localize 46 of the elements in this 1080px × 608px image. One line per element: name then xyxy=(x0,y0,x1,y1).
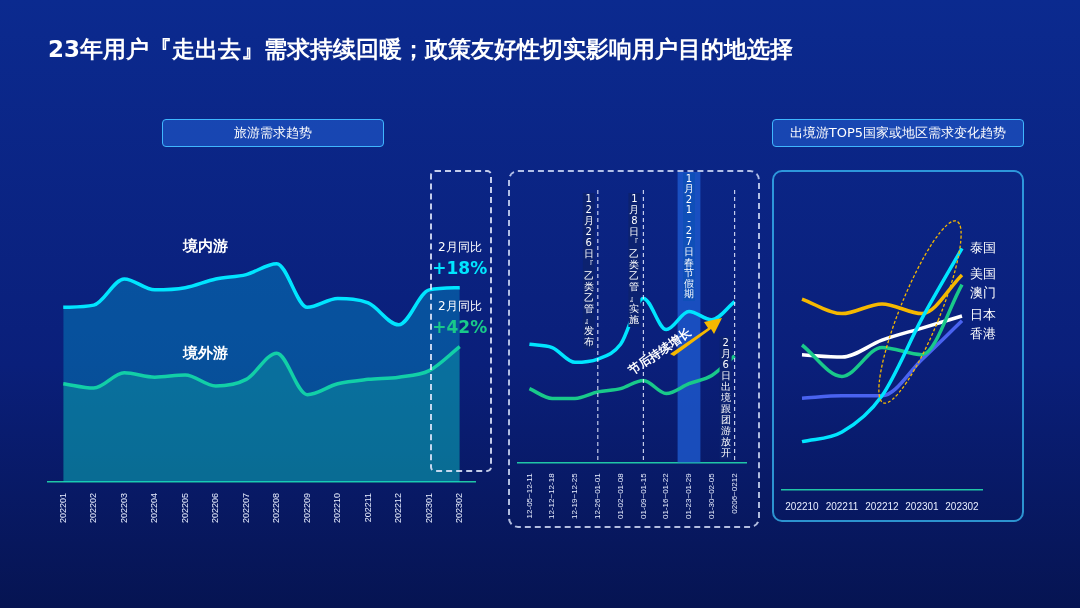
text: 12月26日『乙类乙管』发布 xyxy=(583,193,594,348)
x-tick-label: 202302 xyxy=(945,500,980,512)
x-tick-label: 202211 xyxy=(362,492,373,523)
x-tick-label: 12-12~12-18 xyxy=(547,472,557,519)
series-label: 澳门 xyxy=(970,285,996,301)
x-tick-label: 01-02~01-08 xyxy=(615,472,625,519)
x-tick-label: 202202 xyxy=(88,492,99,524)
chart-title: 出境游TOP5国家或地区需求变化趋势 xyxy=(772,119,1024,147)
x-tick-label: 12-26~01-01 xyxy=(593,472,602,519)
x-tick-label: 202207 xyxy=(240,492,251,524)
chart-title: 23年用户『走出去』需求持续回暖；政策友好性切实影响用户目的地选择 xyxy=(48,35,794,64)
x-tick-label: 01-23~01-29 xyxy=(684,472,694,519)
series-label: 境内游 xyxy=(182,236,229,255)
x-tick-label: 01-16~01-22 xyxy=(661,472,671,519)
x-tick-label: 202301 xyxy=(905,500,940,512)
x-tick-label: 12-19~12-25 xyxy=(570,472,580,519)
x-tick-label: 202208 xyxy=(271,492,282,524)
chart-subtitle: 旅游需求趋势 xyxy=(162,119,384,147)
annotation: 2月同比 +42% xyxy=(432,298,488,338)
x-tick-label: 202210 xyxy=(785,500,820,512)
series-label: 泰国 xyxy=(970,239,996,255)
x-tick-label: 202212 xyxy=(865,500,900,512)
series-label: 日本 xyxy=(970,307,996,323)
text: 1月8日『乙类乙管』实施 xyxy=(629,193,640,326)
x-tick-label: 01-30~02-05 xyxy=(707,472,716,519)
annotation: 节后持续增长 xyxy=(625,324,695,379)
x-tick-label: 202210 xyxy=(332,492,343,524)
series-label: 香港 xyxy=(970,326,996,342)
x-tick-label: 12-05~12-11 xyxy=(524,472,534,519)
x-tick-label: 202209 xyxy=(301,492,312,524)
x-tick-label: 202212 xyxy=(393,492,404,524)
x-tick-label: 01-09~01-15 xyxy=(638,472,648,519)
series-label: 境外游 xyxy=(182,343,229,362)
x-tick-label: 202204 xyxy=(149,492,160,524)
series-label: 美国 xyxy=(970,266,996,282)
x-tick-label: 202203 xyxy=(118,492,129,524)
x-tick-label: 202301 xyxy=(423,492,434,524)
x-tick-label: 202201 xyxy=(57,492,68,524)
x-tick-label: 202205 xyxy=(179,492,190,524)
annotation: 2月同比 +18% xyxy=(432,239,488,279)
x-tick-label: 0206~0212 xyxy=(729,472,739,514)
x-tick-label: 202211 xyxy=(825,500,859,512)
x-tick-label: 202206 xyxy=(210,492,221,524)
text: 1月21-27日春节假期 xyxy=(684,172,694,300)
text: 2月6日出境跟团游放开 xyxy=(720,336,731,458)
x-tick-label: 202302 xyxy=(454,492,465,524)
